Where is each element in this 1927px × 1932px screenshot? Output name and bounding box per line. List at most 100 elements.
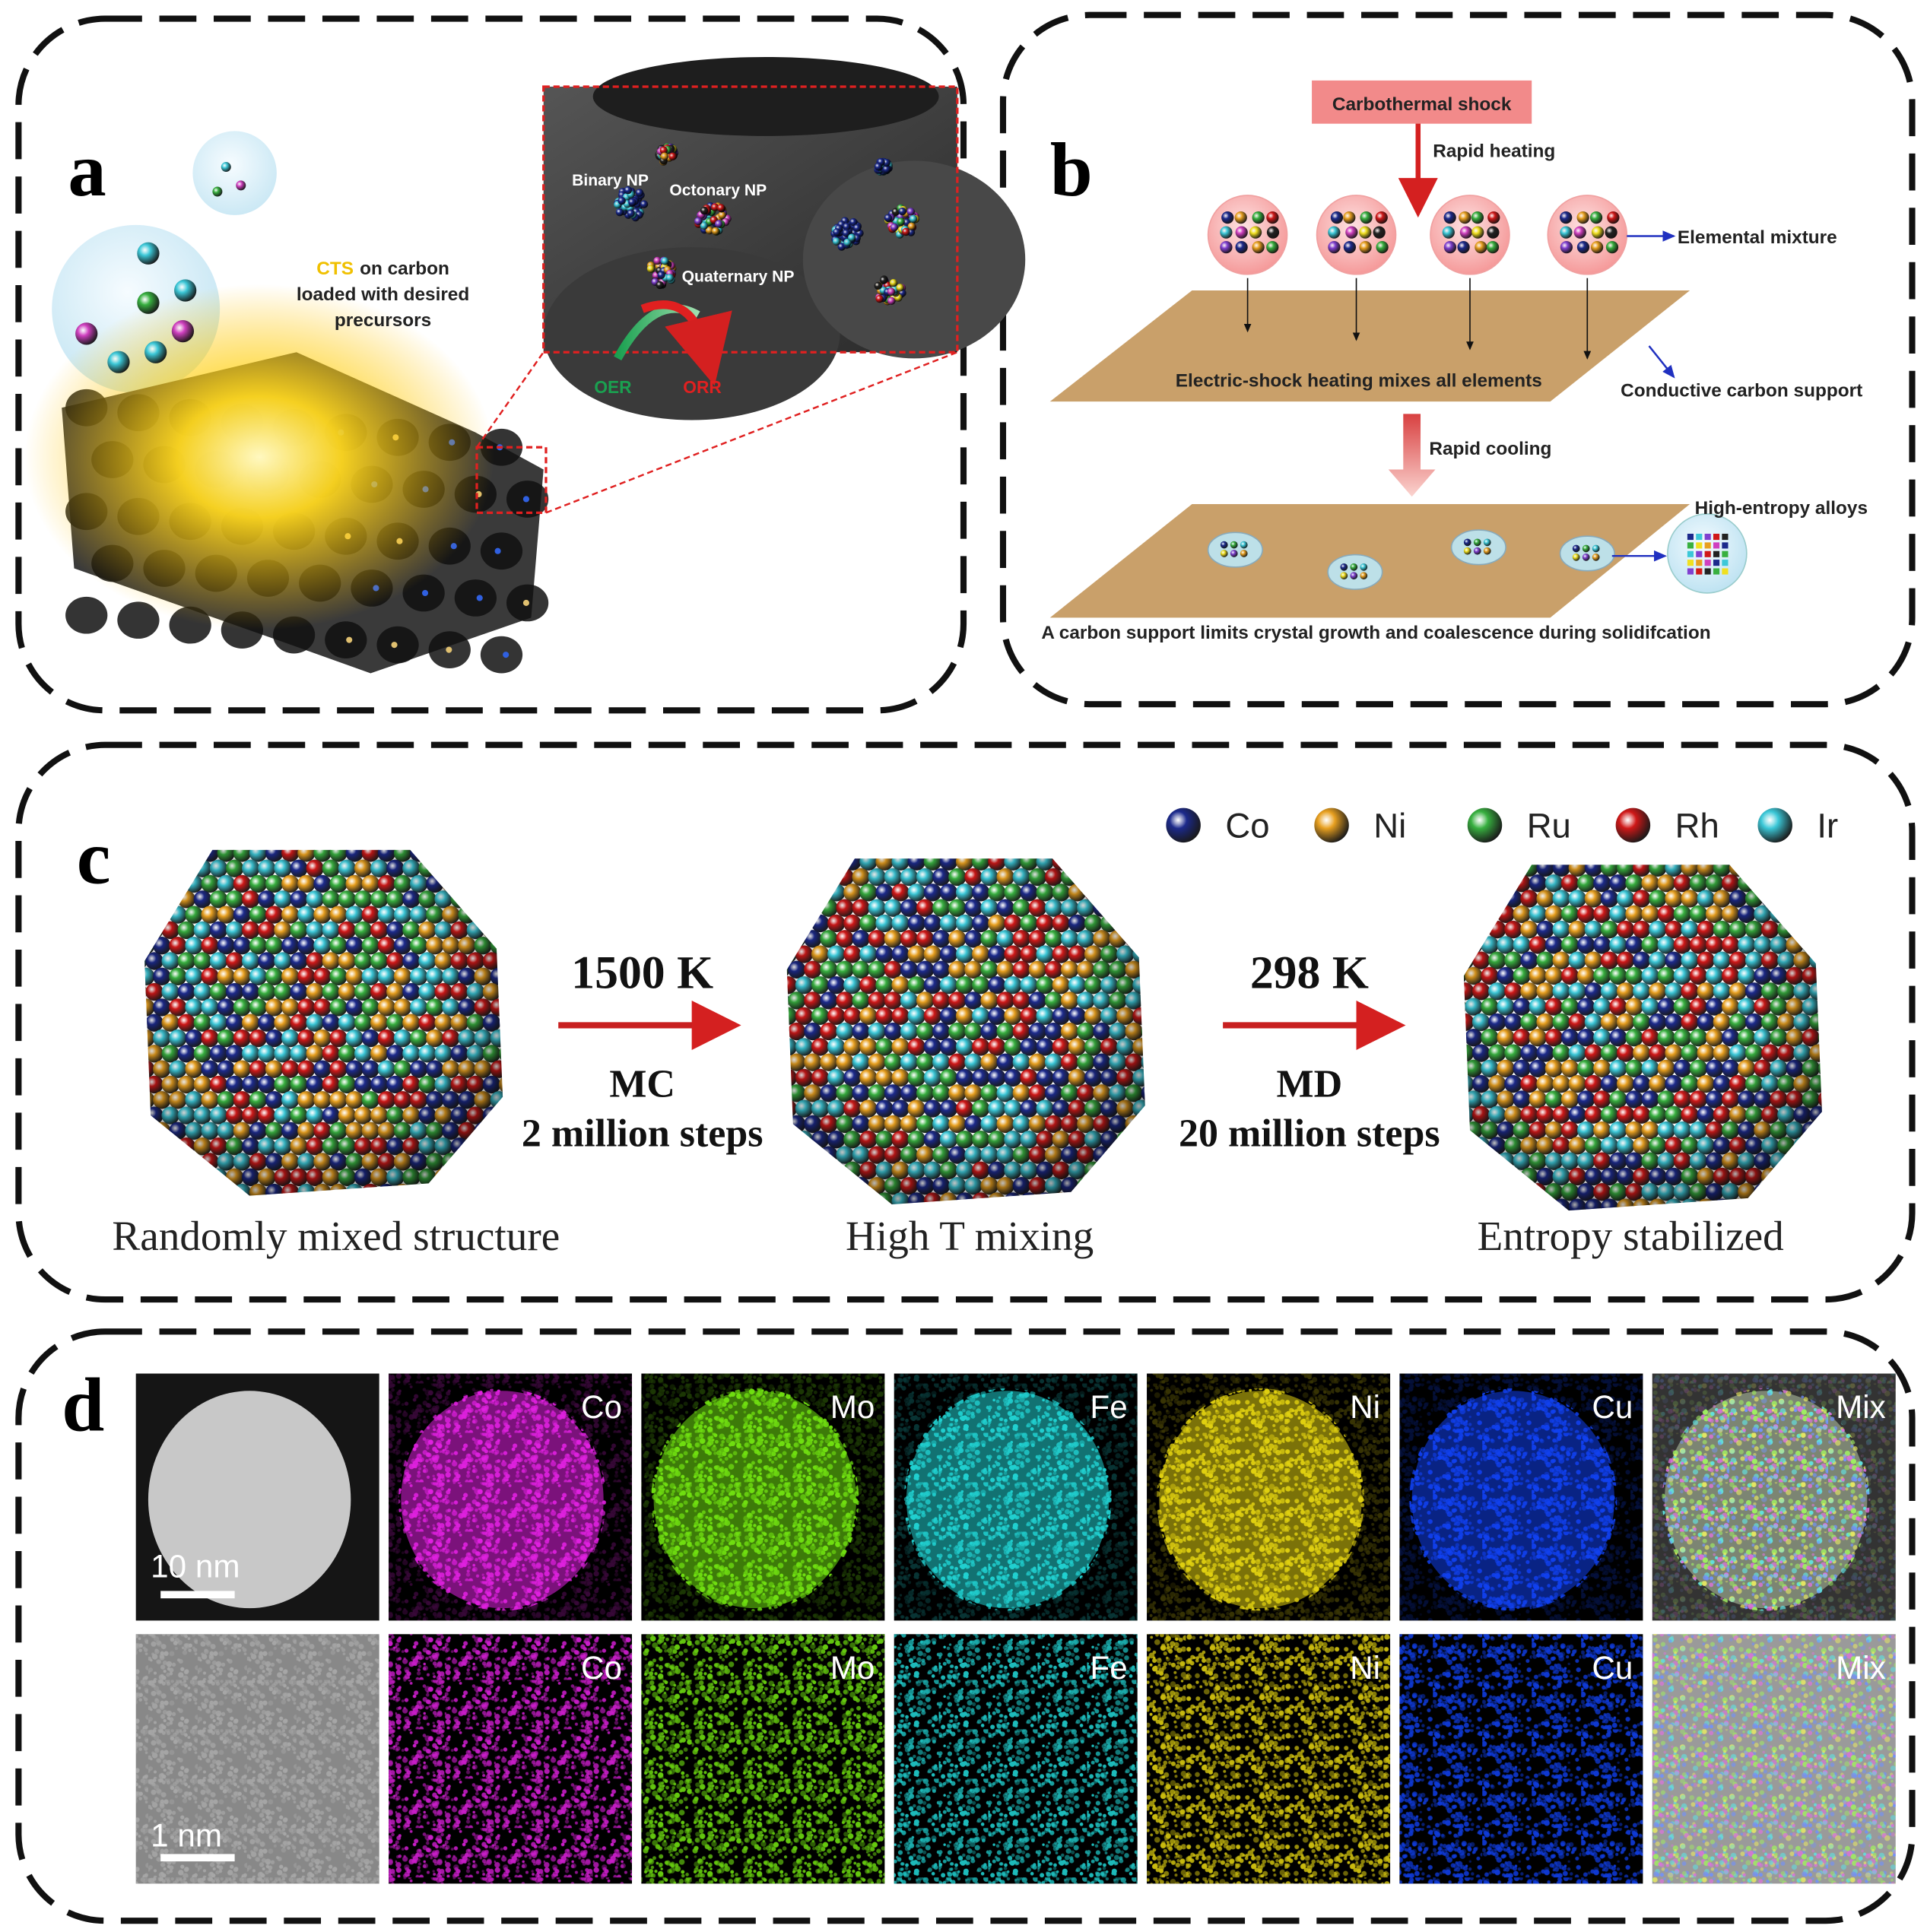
atom [646, 265, 656, 273]
atom [656, 281, 664, 290]
atom [1235, 226, 1248, 239]
panel-a: a CTS on carbon loaded with desired precu… [24, 56, 1026, 674]
atom [1220, 241, 1233, 254]
atom [653, 256, 662, 265]
atom [1100, 858, 1119, 871]
atom [1761, 864, 1779, 877]
atom [714, 220, 723, 228]
atom [185, 1183, 203, 1196]
atom [418, 829, 436, 846]
np [446, 646, 452, 653]
pore [454, 579, 497, 617]
atom [898, 207, 906, 216]
elemental-mixtures [1207, 195, 1748, 594]
atom [1077, 868, 1095, 887]
atom [665, 274, 675, 282]
atom [474, 1153, 492, 1171]
atom [144, 906, 155, 924]
atom [1593, 843, 1611, 861]
atom [1465, 874, 1483, 893]
atom [711, 227, 720, 236]
atom [804, 868, 822, 887]
atom [1609, 843, 1627, 861]
atom [467, 829, 484, 846]
shock-box [1312, 80, 1532, 124]
stage: High T mixing [846, 1213, 1094, 1259]
atom [997, 837, 1014, 855]
atom [948, 837, 966, 855]
atom [1486, 241, 1500, 254]
atom [1359, 226, 1372, 239]
atom [1132, 884, 1145, 902]
atom [1093, 837, 1110, 855]
atom [1561, 843, 1579, 861]
np [421, 589, 429, 597]
atom [909, 214, 918, 224]
atom [1817, 1121, 1822, 1140]
atom [1560, 211, 1573, 224]
nanoparticle [884, 204, 920, 239]
atom [786, 930, 790, 948]
pore [65, 596, 108, 634]
frame-d [15, 1328, 1916, 1924]
atom [144, 859, 148, 877]
channel-label: Cu [1592, 1650, 1633, 1686]
atom [1605, 226, 1617, 239]
atom [185, 849, 203, 862]
atom [786, 991, 790, 1010]
atom [426, 849, 444, 862]
atom [490, 874, 503, 893]
atom [1817, 905, 1822, 923]
atom [474, 849, 492, 862]
caption: A carbon support limits crystal growth a… [1041, 623, 1710, 643]
atom [1465, 843, 1482, 861]
atom [161, 1137, 179, 1156]
atom [1802, 1183, 1821, 1201]
atom [386, 829, 404, 846]
atom [786, 884, 798, 902]
atom [1573, 226, 1586, 239]
nanoparticle [694, 201, 732, 236]
atom [786, 1176, 790, 1195]
atom [1560, 226, 1573, 239]
atom [1706, 843, 1723, 861]
atom [884, 837, 902, 855]
atom [1125, 868, 1143, 887]
atom [1687, 533, 1694, 541]
atom [1376, 241, 1389, 254]
atom [169, 849, 187, 862]
atom [1360, 563, 1368, 571]
cts: CTS [316, 259, 354, 279]
atom [617, 196, 626, 205]
atom [1641, 843, 1659, 861]
atom [1116, 884, 1135, 902]
atom [786, 1053, 790, 1071]
atom [1817, 1059, 1822, 1078]
atom [129, 829, 147, 846]
lattice [1652, 1634, 1896, 1884]
inset-label: Binary NP [572, 172, 649, 189]
atom [144, 1014, 148, 1032]
atom [490, 1153, 503, 1171]
atom [1061, 837, 1078, 855]
atom [178, 829, 195, 846]
atom [1100, 884, 1119, 902]
atom [786, 1146, 790, 1164]
nanoparticle [874, 157, 893, 176]
mixture-label: Elemental mixture [1678, 227, 1837, 248]
atom [169, 1183, 187, 1196]
atom [1109, 899, 1127, 917]
atom [1116, 1161, 1135, 1180]
atom [1141, 1115, 1145, 1134]
atom [221, 162, 231, 173]
atom [786, 858, 798, 871]
atom [1045, 837, 1062, 855]
atom [1249, 226, 1262, 239]
atom [1141, 991, 1145, 1010]
atom [1141, 868, 1145, 887]
stage: Entropy stabilized [1477, 1213, 1783, 1259]
atom [1125, 899, 1143, 917]
lattice [641, 1634, 885, 1884]
atom [137, 242, 160, 265]
